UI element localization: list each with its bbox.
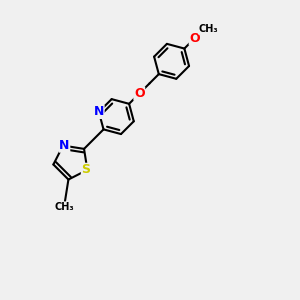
Text: N: N (94, 105, 104, 119)
Text: CH₃: CH₃ (55, 202, 74, 212)
Text: N: N (59, 139, 70, 152)
Text: O: O (189, 32, 200, 45)
Text: S: S (81, 164, 90, 176)
Text: O: O (134, 87, 145, 100)
Text: CH₃: CH₃ (198, 24, 218, 34)
